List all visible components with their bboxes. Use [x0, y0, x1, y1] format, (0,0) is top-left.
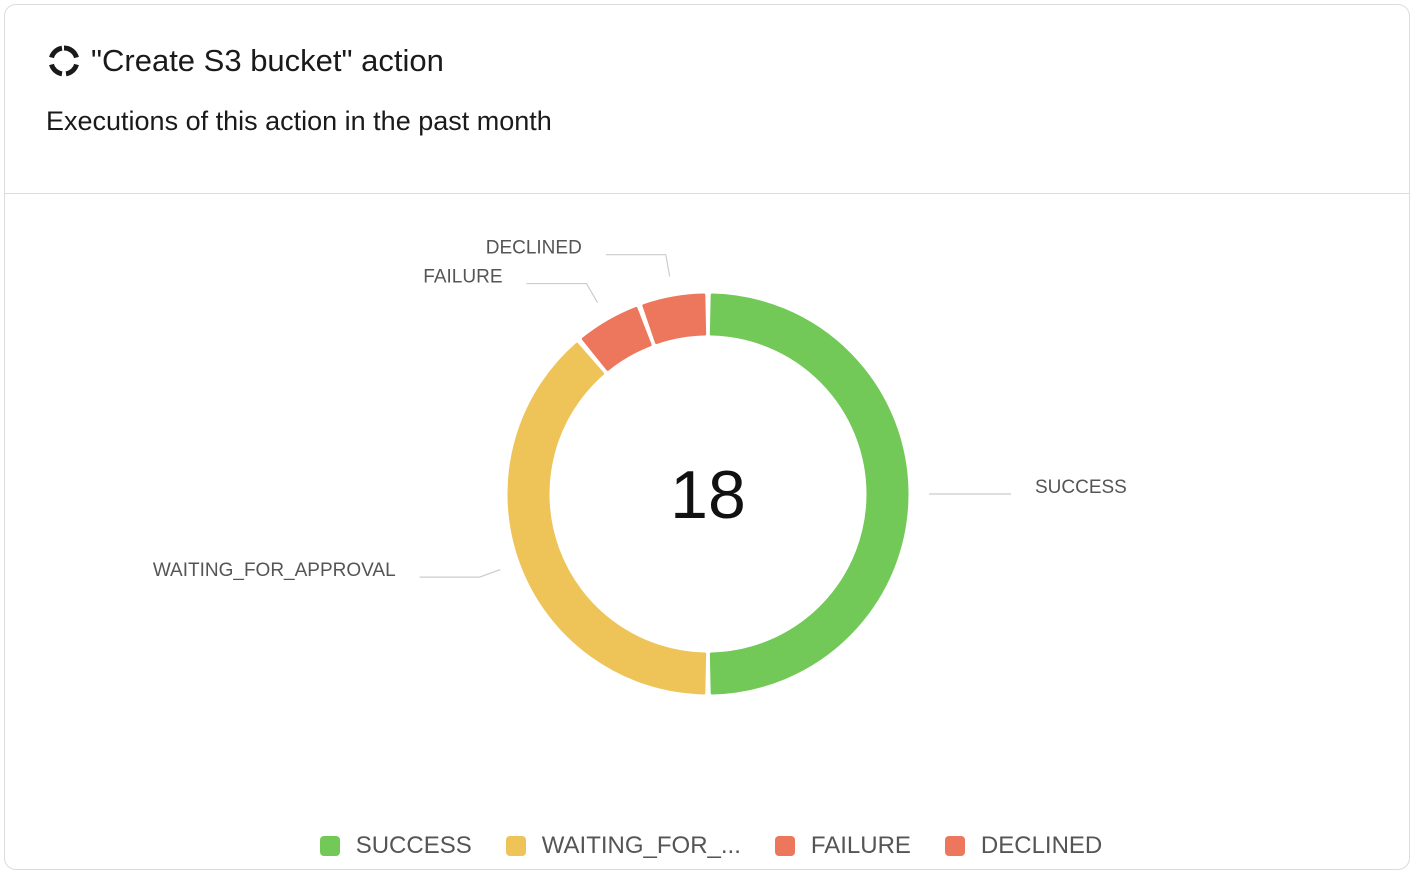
legend-item-failure[interactable]: FAILURE — [774, 832, 911, 860]
legend-label: FAILURE — [810, 832, 911, 859]
donut-segment-success[interactable] — [709, 293, 909, 695]
loading-circle-icon — [49, 45, 79, 77]
title-text: "Create S3 bucket" action — [91, 43, 444, 78]
slice-label: WAITING_FOR_APPROVAL — [153, 560, 396, 581]
donut-segment-waiting-for-approval[interactable] — [507, 342, 707, 695]
legend-swatch — [505, 836, 526, 856]
label-leader-line — [419, 569, 501, 578]
card-subtitle: Executions of this action in the past mo… — [46, 106, 552, 136]
slice-label: SUCCESS — [1035, 477, 1127, 498]
chart-card: "Create S3 bucket" action Executions of … — [4, 4, 1410, 870]
legend-label: WAITING_FOR_... — [541, 832, 741, 859]
label-leader-line — [605, 254, 671, 277]
legend-label: DECLINED — [980, 832, 1103, 859]
legend-swatch — [944, 836, 965, 856]
slice-label: FAILURE — [423, 267, 502, 288]
legend-item-declined[interactable]: DECLINED — [944, 832, 1103, 860]
label-leader-line — [526, 282, 599, 303]
legend-item-success[interactable]: SUCCESS — [319, 832, 472, 860]
legend-swatch — [774, 836, 795, 856]
donut-segment-failure[interactable] — [581, 306, 652, 371]
chart-legend: SUCCESS WAITING_FOR_... FAILURE DECLINED — [2, 832, 1418, 860]
legend-swatch — [319, 836, 340, 856]
donut-segment-declined[interactable] — [642, 293, 707, 345]
card-header: "Create S3 bucket" action Executions of … — [5, 5, 1409, 194]
total-count: 18 — [670, 457, 746, 533]
card-title: "Create S3 bucket" action — [47, 43, 444, 79]
slice-label: DECLINED — [486, 238, 582, 259]
legend-item-waiting[interactable]: WAITING_FOR_... — [505, 832, 741, 860]
legend-label: SUCCESS — [355, 832, 472, 859]
